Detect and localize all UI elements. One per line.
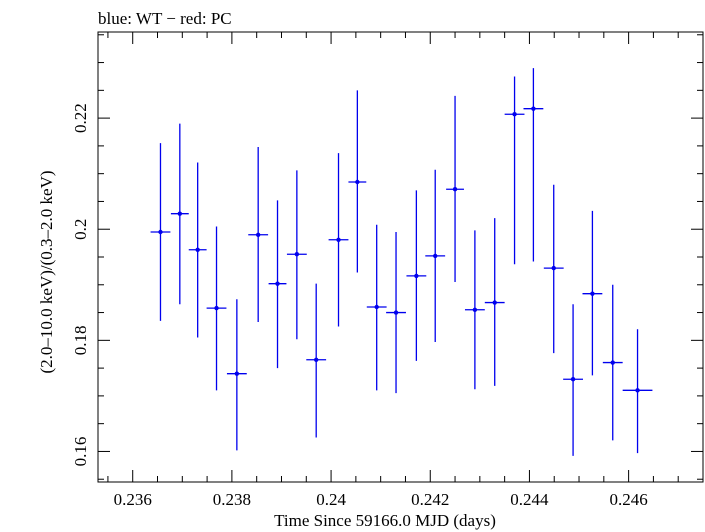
data-point	[170, 123, 189, 305]
y-tick-labels: 0.16 0.18 0.2 0.22	[71, 103, 90, 466]
y-tick-label: 0.18	[71, 325, 90, 355]
data-point	[446, 95, 464, 282]
x-tick-label: 0.246	[609, 490, 647, 509]
y-tick-label: 0.16	[71, 437, 90, 467]
x-tick-labels: 0.236 0.238 0.24 0.242 0.244 0.246	[114, 490, 648, 509]
data-point	[206, 226, 227, 391]
x-axis-label: Time Since 59166.0 MJD (days)	[274, 511, 496, 530]
point-marker	[492, 300, 497, 305]
data-point	[366, 224, 387, 391]
point-marker	[336, 237, 341, 242]
point-marker	[275, 281, 280, 286]
data-point	[523, 68, 544, 262]
point-marker	[255, 232, 261, 237]
point-marker	[294, 252, 300, 257]
point-marker	[414, 273, 419, 279]
data-point	[425, 169, 446, 342]
point-marker	[393, 310, 399, 315]
data-point	[602, 284, 623, 441]
data-point	[406, 190, 427, 361]
data-point	[150, 143, 171, 321]
data-point	[268, 200, 287, 369]
chart-title: blue: WT − red: PC	[98, 9, 232, 28]
data-point	[248, 147, 269, 322]
point-marker	[234, 371, 240, 376]
data-point	[386, 232, 406, 394]
point-marker	[472, 307, 478, 312]
data-point	[622, 329, 653, 454]
point-marker	[177, 211, 183, 216]
point-marker	[570, 377, 576, 382]
data-point	[464, 230, 485, 390]
data-point	[188, 162, 207, 338]
point-marker	[512, 112, 517, 117]
data-point	[582, 210, 603, 376]
data-points	[150, 68, 653, 456]
data-point	[286, 170, 307, 340]
point-marker	[195, 247, 200, 252]
x-tick-label: 0.242	[411, 490, 449, 509]
point-marker	[590, 291, 595, 296]
y-tick-label: 0.22	[71, 103, 90, 133]
x-tick-label: 0.236	[114, 490, 152, 509]
point-marker	[433, 253, 438, 259]
point-marker	[355, 179, 360, 185]
point-marker	[374, 304, 379, 310]
y-axis-label: (2.0–10.0 keV)/(0.3–2.0 keV)	[37, 170, 56, 373]
point-marker	[610, 360, 615, 365]
x-tick-label: 0.24	[316, 490, 346, 509]
point-marker	[635, 388, 640, 393]
data-point	[484, 218, 505, 386]
point-marker	[531, 106, 536, 111]
point-marker	[313, 357, 319, 362]
data-point	[348, 90, 367, 273]
axis-ticks	[98, 32, 703, 482]
data-point	[306, 283, 327, 438]
x-tick-label: 0.238	[213, 490, 251, 509]
y-tick-label: 0.2	[71, 219, 90, 240]
data-point	[563, 304, 583, 456]
point-marker	[551, 265, 556, 271]
point-marker	[452, 187, 458, 192]
data-point	[543, 184, 564, 354]
x-tick-label: 0.244	[510, 490, 549, 509]
point-marker	[214, 305, 219, 311]
data-point	[226, 299, 247, 451]
data-point	[504, 76, 525, 265]
data-point	[328, 153, 349, 327]
point-marker	[158, 229, 163, 235]
